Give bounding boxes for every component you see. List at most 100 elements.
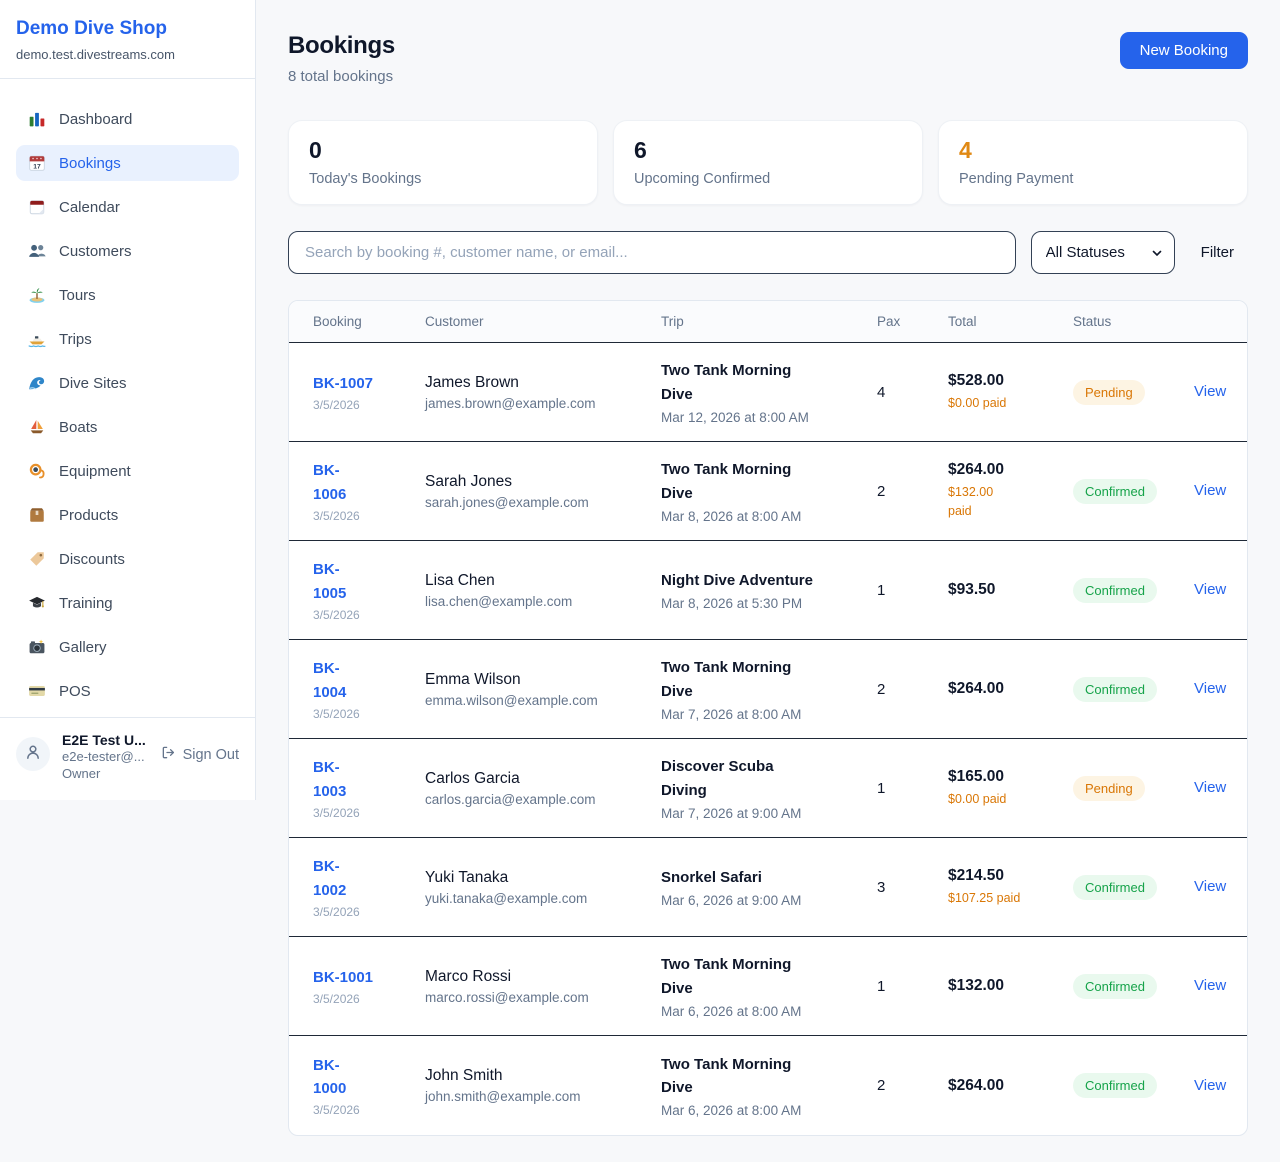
sidebar-item-tours[interactable]: Tours <box>16 277 239 313</box>
booking-date: 3/5/2026 <box>313 805 360 820</box>
sidebar-item-trips[interactable]: Trips <box>16 321 239 357</box>
view-link[interactable]: View <box>1194 680 1227 697</box>
status-badge: Confirmed <box>1073 478 1157 504</box>
table-row: BK- 1003 3/5/2026 Carlos Garcia carlos.garc… <box>289 739 1247 838</box>
boats-icon <box>28 418 46 436</box>
sidebar-item-bookings[interactable]: 17 Bookings <box>16 145 239 181</box>
customer-email: james.brown@example.com <box>425 395 596 411</box>
booking-id-link[interactable]: BK-1001 <box>313 968 374 986</box>
sidebar-item-products[interactable]: Products <box>16 497 239 533</box>
view-link[interactable]: View <box>1194 779 1227 796</box>
sidebar-item-label: Training <box>59 594 113 612</box>
equipment-icon <box>28 462 46 480</box>
search-input[interactable] <box>288 231 1016 274</box>
table-row: BK-1007 3/5/2026 James Brown james.brown@ex… <box>289 343 1247 442</box>
customer-name: Carlos Garcia <box>425 769 520 787</box>
booking-id-link[interactable]: BK- 1000 <box>313 1056 347 1097</box>
status-badge: Confirmed <box>1073 973 1157 999</box>
booking-date: 3/5/2026 <box>313 607 360 622</box>
customer-email: carlos.garcia@example.com <box>425 791 596 807</box>
training-icon <box>28 594 46 612</box>
page-title-block: Bookings 8 total bookings <box>288 32 395 85</box>
user-email: e2e-tester@... <box>62 749 145 765</box>
sidebar-item-pos[interactable]: POS <box>16 673 239 709</box>
booking-id-link[interactable]: BK-1007 <box>313 374 374 392</box>
customer-name: Sarah Jones <box>425 472 513 490</box>
view-link[interactable]: View <box>1194 977 1227 994</box>
trip-name: Two Tank Morning Dive <box>661 1055 792 1096</box>
customer-email: marco.rossi@example.com <box>425 989 589 1005</box>
sidebar-item-label: Dive Sites <box>59 374 127 392</box>
booking-id-link[interactable]: BK- 1004 <box>313 660 347 701</box>
sidebar-item-training[interactable]: Training <box>16 585 239 621</box>
filter-button[interactable]: Filter <box>1200 244 1234 261</box>
booking-id-link[interactable]: BK- 1006 <box>313 462 347 503</box>
tours-icon <box>28 286 46 304</box>
brand-name[interactable]: Demo Dive Shop <box>16 18 167 39</box>
total-amount: $528.00 <box>948 371 1005 389</box>
customer-name: Emma Wilson <box>425 670 521 688</box>
booking-id-link[interactable]: BK- 1003 <box>313 759 347 800</box>
column-header-trip: Trip <box>661 314 684 329</box>
table-row: BK- 1000 3/5/2026 John Smith john.smith@exa… <box>289 1036 1247 1135</box>
pax-count: 3 <box>877 878 886 896</box>
view-link[interactable]: View <box>1194 581 1227 598</box>
pos-icon <box>28 682 46 700</box>
total-amount: $264.00 <box>948 1076 1005 1094</box>
sidebar-item-boats[interactable]: Boats <box>16 409 239 445</box>
view-link[interactable]: View <box>1194 482 1227 499</box>
sidebar-item-label: Customers <box>59 242 132 260</box>
trip-datetime: Mar 6, 2026 at 9:00 AM <box>661 893 802 909</box>
trip-name: Two Tank Morning Dive <box>661 956 792 997</box>
sign-out-label: Sign Out <box>182 746 239 763</box>
column-header-status: Status <box>1073 314 1112 329</box>
sidebar-item-gallery[interactable]: Gallery <box>16 629 239 665</box>
booking-id-link[interactable]: BK- 1005 <box>313 561 347 602</box>
status-badge: Confirmed <box>1073 676 1157 702</box>
table-body: BK-1007 3/5/2026 James Brown james.brown@ex… <box>289 343 1247 1135</box>
customer-email: sarah.jones@example.com <box>425 494 589 510</box>
sidebar-item-label: Dashboard <box>59 110 133 128</box>
booking-id-link[interactable]: BK- 1002 <box>313 858 347 899</box>
stat-label: Pending Payment <box>959 171 1074 187</box>
discounts-icon <box>28 550 46 568</box>
page-subtitle: 8 total bookings <box>288 68 394 85</box>
customer-email: emma.wilson@example.com <box>425 692 598 708</box>
stat-value: 6 <box>634 137 647 163</box>
sidebar-item-label: POS <box>59 682 91 700</box>
new-booking-button[interactable]: New Booking <box>1119 32 1248 69</box>
trip-datetime: Mar 12, 2026 at 8:00 AM <box>661 409 809 425</box>
trip-name: Night Dive Adventure <box>661 571 813 589</box>
column-header-customer: Customer <box>425 314 484 329</box>
customer-name: Yuki Tanaka <box>425 868 509 886</box>
sidebar-item-customers[interactable]: Customers <box>16 233 239 269</box>
view-link[interactable]: View <box>1194 878 1227 895</box>
view-link[interactable]: View <box>1194 383 1227 400</box>
booking-date: 3/5/2026 <box>313 508 360 523</box>
sidebar-item-equipment[interactable]: Equipment <box>16 453 239 489</box>
view-link[interactable]: View <box>1194 1076 1227 1094</box>
stat-value: 4 <box>959 137 972 163</box>
table-row: BK- 1002 3/5/2026 Yuki Tanaka yuki.tanaka@e… <box>289 838 1247 937</box>
trip-datetime: Mar 7, 2026 at 9:00 AM <box>661 805 802 821</box>
customers-icon <box>28 242 46 260</box>
trip-datetime: Mar 6, 2026 at 8:00 AM <box>661 1003 802 1019</box>
sidebar-item-dashboard[interactable]: Dashboard <box>16 101 239 137</box>
sign-out-button[interactable]: Sign Out <box>161 745 239 764</box>
sidebar-item-label: Bookings <box>59 154 121 172</box>
customer-name: James Brown <box>425 373 519 391</box>
customer-name: John Smith <box>425 1067 503 1084</box>
table-row: BK-1001 3/5/2026 Marco Rossi marco.rossi@ex… <box>289 937 1247 1036</box>
sidebar-item-discounts[interactable]: Discounts <box>16 541 239 577</box>
brand-domain: demo.test.divestreams.com <box>16 47 175 62</box>
pax-count: 2 <box>877 680 886 698</box>
sidebar-item-calendar[interactable]: Calendar <box>16 189 239 225</box>
paid-amount: $107.25 paid <box>948 890 1021 905</box>
status-select[interactable]: All Statuses <box>1030 231 1175 274</box>
stat-card-pending-payment: 4 Pending Payment <box>938 120 1248 205</box>
table-header-row: Booking Customer Trip Pax Total Status <box>289 301 1247 343</box>
sidebar-item-dive-sites[interactable]: Dive Sites <box>16 365 239 401</box>
sign-out-icon <box>161 745 176 764</box>
sidebar-item-label: Products <box>59 506 119 524</box>
user-meta: E2E Test U... e2e-tester@... Owner <box>62 731 146 783</box>
